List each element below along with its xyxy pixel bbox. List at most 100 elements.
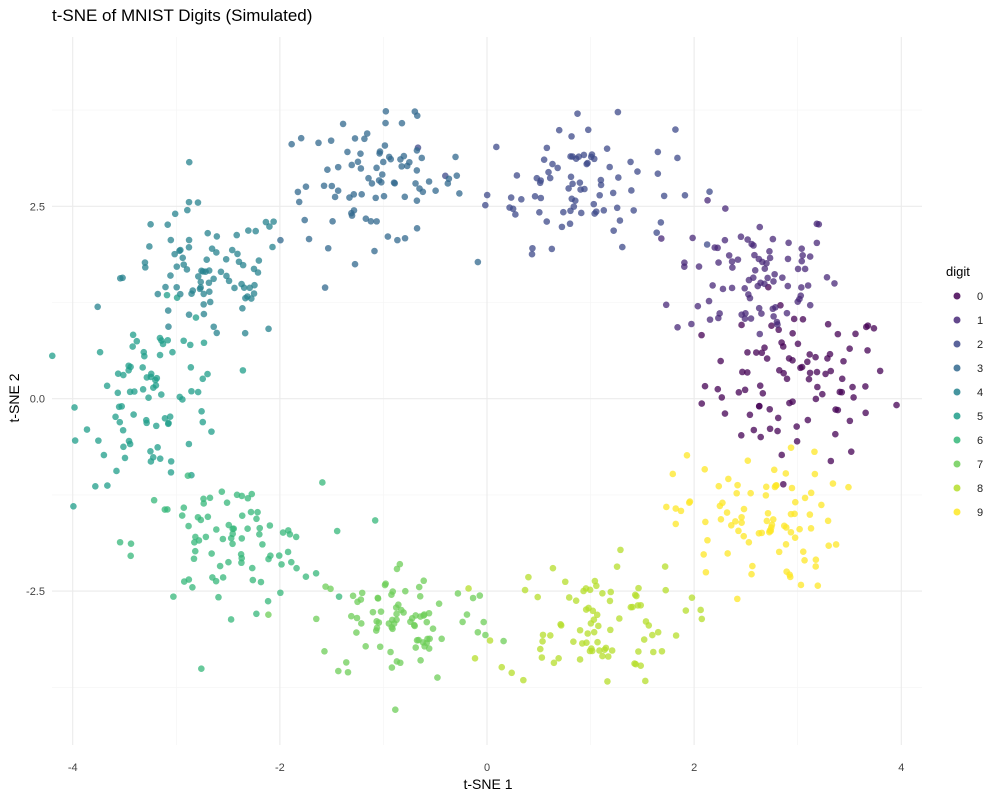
point-digit-8 [576, 626, 584, 634]
point-digit-0 [780, 480, 787, 488]
point-digit-7 [423, 618, 431, 626]
point-digit-6 [190, 555, 198, 563]
point-digit-0 [738, 321, 745, 329]
point-digit-2 [482, 201, 489, 209]
point-digit-5 [152, 422, 160, 430]
point-digit-6 [267, 552, 274, 559]
point-digit-2 [507, 194, 515, 201]
point-digit-1 [823, 274, 831, 281]
point-digit-4 [223, 272, 230, 280]
point-digit-0 [804, 416, 812, 424]
point-digit-4 [222, 255, 230, 263]
legend-key-2 [953, 340, 961, 348]
point-digit-3 [351, 135, 359, 142]
point-digit-3 [378, 171, 386, 178]
point-digit-3 [305, 235, 313, 243]
point-digit-0 [778, 339, 785, 346]
point-digit-5 [95, 437, 102, 444]
point-digit-5 [156, 455, 164, 462]
point-digit-1 [756, 223, 764, 231]
legend-key-1 [953, 316, 961, 324]
point-digit-0 [752, 349, 760, 356]
point-digit-0 [806, 351, 813, 358]
point-digit-8 [650, 648, 657, 656]
point-digit-9 [807, 525, 815, 532]
point-digit-8 [658, 647, 666, 655]
legend-label-5: 5 [977, 411, 983, 423]
point-digit-5 [147, 458, 155, 465]
point-digit-5 [167, 469, 175, 476]
point-digit-0 [799, 315, 807, 323]
point-digit-4 [245, 227, 252, 234]
point-digit-4 [167, 236, 175, 244]
point-digit-5 [198, 408, 205, 415]
point-digit-3 [376, 148, 384, 155]
point-digit-6 [257, 578, 265, 586]
point-digit-0 [862, 383, 869, 390]
point-digit-5 [239, 367, 247, 374]
point-digit-7 [387, 648, 394, 656]
point-digit-3 [324, 166, 331, 174]
point-digit-5 [71, 404, 78, 411]
point-digit-2 [512, 211, 519, 218]
point-digit-1 [806, 253, 814, 260]
point-digit-9 [824, 517, 832, 525]
point-digit-7 [435, 600, 443, 607]
point-digit-5 [156, 351, 164, 359]
point-digit-5 [120, 371, 127, 379]
point-digit-5 [126, 440, 134, 448]
point-digit-3 [331, 193, 339, 201]
point-digit-3 [321, 284, 329, 291]
point-digit-4 [184, 206, 191, 214]
point-digit-3 [320, 182, 328, 190]
point-digit-6 [178, 512, 186, 519]
point-digit-9 [724, 550, 731, 557]
point-digit-0 [768, 322, 775, 330]
point-digit-5 [125, 367, 132, 374]
y-tick-label: 0.0 [30, 394, 45, 406]
point-digit-7 [358, 589, 366, 597]
point-digit-1 [794, 298, 802, 305]
point-digit-9 [845, 483, 852, 491]
point-digit-9 [747, 489, 754, 497]
point-digit-4 [252, 227, 259, 235]
point-digit-4 [213, 233, 221, 240]
point-digit-9 [701, 466, 709, 473]
point-digit-8 [616, 615, 623, 622]
point-digit-7 [342, 659, 350, 666]
point-digit-2 [513, 172, 521, 179]
point-digit-8 [521, 586, 529, 594]
point-digit-1 [779, 274, 786, 281]
legend-label-4: 4 [977, 387, 983, 399]
point-digit-9 [764, 509, 772, 517]
point-digit-9 [773, 481, 780, 489]
point-digit-6 [264, 597, 272, 605]
point-digit-0 [777, 301, 784, 309]
point-digit-1 [709, 282, 716, 289]
point-digit-5 [139, 364, 146, 371]
point-digit-6 [191, 547, 199, 555]
point-digit-9 [704, 536, 711, 544]
point-digit-7 [474, 628, 482, 636]
point-digit-7 [416, 593, 424, 600]
point-digit-9 [677, 507, 685, 515]
point-digit-8 [538, 654, 546, 661]
point-digit-8 [635, 648, 642, 655]
point-digit-8 [547, 632, 554, 639]
point-digit-3 [412, 180, 419, 187]
point-digit-0 [783, 375, 791, 383]
point-digit-8 [590, 616, 598, 623]
point-digit-0 [862, 409, 869, 417]
point-digit-3 [339, 120, 347, 128]
point-digit-2 [577, 209, 585, 217]
point-digit-4 [164, 221, 172, 228]
point-digit-9 [825, 542, 832, 549]
point-digit-4 [205, 279, 213, 287]
point-digit-8 [607, 626, 614, 634]
point-digit-0 [750, 426, 758, 434]
point-digit-1 [751, 251, 758, 259]
legend-label-2: 2 [977, 339, 983, 351]
point-digit-9 [740, 532, 748, 540]
point-digit-9 [744, 457, 752, 464]
point-digit-0 [827, 367, 835, 375]
